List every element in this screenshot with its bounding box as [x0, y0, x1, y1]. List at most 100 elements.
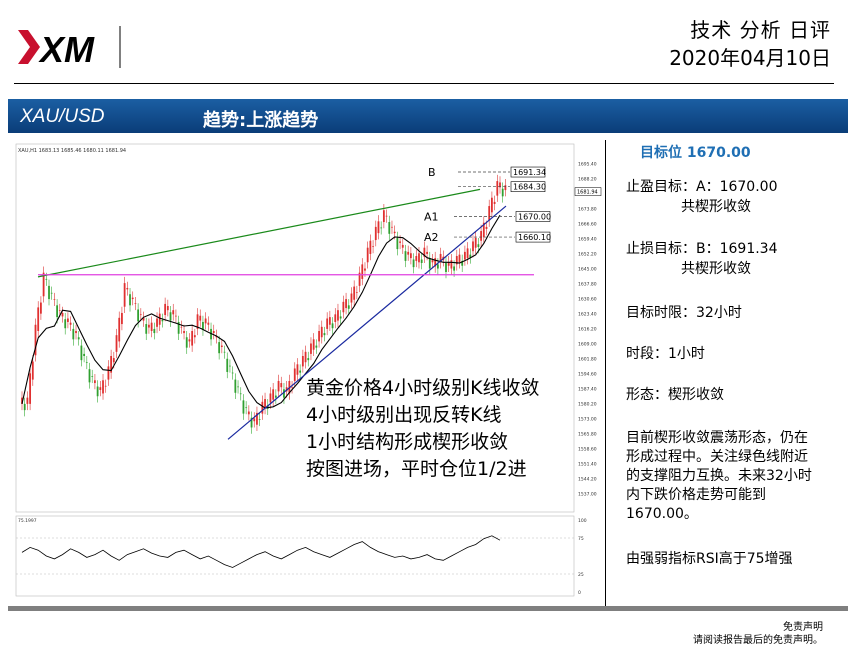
- candle-body: [499, 182, 501, 188]
- main-plot-frame: [15, 143, 575, 513]
- candle-body: [137, 309, 140, 322]
- candle-body: [188, 339, 191, 342]
- analysis-line-2: 形成过程中。关注绿色线附近: [626, 449, 808, 465]
- stop-loss: 止损目标：B：1691.34: [626, 241, 778, 257]
- price-level-tag: A2: [424, 231, 439, 244]
- candle-body: [339, 316, 342, 319]
- y-tick-label: 1666.60: [578, 222, 597, 228]
- support-trendline: [227, 205, 507, 440]
- candle-body: [242, 400, 245, 414]
- chart-header-text: XAU,H1 1683.13 1685.46 1680.11 1681.94: [18, 148, 126, 154]
- candle-body: [220, 345, 223, 347]
- rsi-plot-frame: [15, 515, 575, 597]
- candle-body: [58, 310, 61, 311]
- candle-body: [196, 314, 199, 329]
- candle-body: [183, 331, 185, 334]
- candle-body: [53, 299, 56, 300]
- candle-body: [350, 293, 353, 303]
- rsi-indicator: 100 75 25 0 75.1997: [16, 518, 587, 596]
- candle-body: [415, 256, 418, 261]
- y-tick-label: 1558.60: [578, 446, 597, 452]
- candle-body: [193, 335, 196, 338]
- candle-body: [199, 315, 202, 321]
- candle-body: [69, 322, 72, 325]
- candle-body: [185, 337, 188, 348]
- candle-body: [299, 370, 302, 373]
- y-tick-label: 1637.80: [578, 282, 597, 288]
- candle-body: [291, 387, 293, 388]
- candle-body: [45, 278, 48, 280]
- candle-body: [180, 326, 183, 328]
- candle-body: [150, 322, 153, 331]
- candle-body: [283, 389, 285, 398]
- candle-body: [96, 386, 99, 397]
- candle-body: [212, 331, 215, 334]
- price-chart: XAU,H1 1683.13 1685.46 1680.11 1681.94 1…: [10, 140, 604, 606]
- candle-body: [310, 343, 312, 354]
- time-limit: 目标时限：32小时: [626, 305, 742, 321]
- candle-body: [480, 231, 482, 241]
- candle-body: [396, 237, 399, 250]
- price-level-value: 1684.30: [513, 183, 546, 192]
- candle-body: [455, 256, 458, 265]
- candle-body: [237, 386, 239, 388]
- y-tick-label: 1695.40: [578, 162, 597, 168]
- price-level-value: 1670.00: [518, 212, 551, 221]
- candle-body: [372, 246, 374, 248]
- candle-body: [445, 262, 447, 272]
- candles: [21, 174, 507, 434]
- candle-body: [223, 351, 226, 353]
- candle-body: [393, 231, 396, 234]
- analysis-line-4: 内下跌价格走势可能到: [626, 487, 766, 503]
- candle-body: [407, 251, 410, 255]
- take-profit-note: 共楔形收敛: [681, 199, 751, 215]
- candle-body: [75, 331, 77, 334]
- candle-body: [21, 397, 23, 404]
- candle-body: [126, 287, 129, 290]
- rsi-note: 由强弱指标RSI高于75增强: [626, 551, 793, 567]
- candle-body: [504, 185, 507, 191]
- candle-body: [115, 335, 118, 352]
- price-level-value: 1691.34: [513, 168, 546, 177]
- candle-body: [274, 395, 277, 398]
- candle-body: [34, 324, 37, 356]
- candle-body: [463, 251, 466, 260]
- candle-body: [42, 272, 45, 297]
- disclaimer-title: 免责声明: [783, 622, 823, 633]
- candle-body: [158, 313, 161, 325]
- annotation-line-4: 按图进场，平时仓位1/2进: [306, 458, 527, 480]
- candle-body: [210, 328, 212, 340]
- candle-body: [323, 333, 326, 336]
- y-tick-label: 1587.40: [578, 386, 597, 392]
- candle-body: [48, 285, 50, 300]
- candle-body: [83, 353, 86, 356]
- candle-body: [40, 302, 42, 314]
- candle-body: [474, 237, 477, 248]
- candle-body: [436, 264, 439, 269]
- candle-body: [439, 253, 442, 263]
- y-tick-label: 1565.80: [578, 431, 597, 437]
- candle-body: [342, 301, 345, 313]
- candle-body: [88, 369, 91, 383]
- price-level-box: [515, 211, 551, 222]
- y-tick-label: 1594.60: [578, 371, 597, 377]
- candle-body: [153, 328, 156, 334]
- annotation-line-1: 黄金价格4小时级别K线收敛: [306, 377, 540, 399]
- candle-body: [493, 201, 496, 204]
- candle-body: [307, 358, 310, 361]
- candle-body: [377, 221, 380, 234]
- candle-body: [388, 222, 391, 234]
- candle-body: [453, 266, 455, 271]
- candle-body: [191, 331, 194, 346]
- header-divider: [14, 83, 834, 84]
- pattern: 形态：楔形收敛: [626, 387, 724, 403]
- candle-body: [366, 247, 369, 263]
- candle-body: [37, 307, 40, 331]
- candle-body: [175, 315, 177, 317]
- trendlines: [37, 188, 534, 440]
- y-tick-label: 1645.00: [578, 267, 597, 273]
- candle-body: [166, 306, 169, 311]
- y-tick-label: 1688.20: [578, 177, 597, 183]
- candle-body: [261, 401, 264, 414]
- candle-body: [29, 373, 32, 404]
